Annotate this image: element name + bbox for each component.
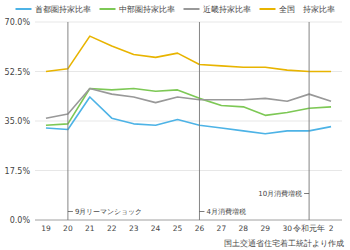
x-axis — [35, 220, 342, 221]
annotations: 9月リーマンショック 4月消費増税 10月消費増税 — [68, 22, 309, 220]
grid-line — [35, 170, 342, 171]
chart: 首都圏持家比率 中部圏持家比率 近畿持家比率 全国 持家比率 0.0% 17.5% 35.0… — [0, 0, 350, 250]
x-tick-label: 24 — [151, 224, 161, 233]
y-tick-label: 70.0% — [5, 18, 31, 27]
legend-label: 全国 持家比率 — [279, 5, 335, 14]
legend-label: 近畿持家比率 — [203, 5, 251, 14]
annotation-text: 10月消費増税 — [258, 189, 302, 198]
x-tick-label: 28 — [239, 224, 249, 233]
series-line — [46, 88, 331, 118]
x-tick-label: 21 — [85, 224, 95, 233]
series-line — [46, 97, 331, 134]
annotation-connector — [304, 193, 309, 194]
x-tick-label: 2 — [329, 224, 334, 233]
grid-line — [35, 220, 342, 221]
legend-item: 近畿持家比率 — [184, 5, 251, 14]
x-tick-label: 20 — [63, 224, 73, 233]
grid-line — [35, 22, 342, 23]
x-tick-label: 令和元年 — [293, 224, 325, 233]
annotation-text: 4月消費増税 — [206, 207, 245, 216]
x-tick-label: 27 — [217, 224, 227, 233]
y-tick-labels: 0.0% 17.5% 35.0% 52.5% 70.0% — [5, 18, 31, 225]
grid — [35, 22, 342, 220]
background — [0, 0, 350, 250]
annotation-line — [67, 22, 68, 220]
y-tick-label: 17.5% — [5, 167, 31, 176]
legend: 首都圏持家比率 中部圏持家比率 近畿持家比率 全国 持家比率 — [16, 5, 335, 14]
annotation-connector — [68, 211, 73, 212]
y-tick-label: 35.0% — [5, 117, 31, 126]
x-tick-label: 23 — [129, 224, 139, 233]
grid-line — [35, 121, 342, 122]
x-tick-label: 30 — [282, 224, 292, 233]
legend-swatch — [260, 8, 276, 10]
legend-label: 中部圏持家比率 — [119, 5, 175, 14]
annotation-connector — [199, 211, 204, 212]
legend-label: 首都圏持家比率 — [35, 5, 91, 14]
annotation-line — [309, 22, 310, 220]
x-tick-label: 25 — [173, 224, 183, 233]
legend-swatch — [16, 8, 32, 10]
x-tick-label: 26 — [195, 224, 205, 233]
legend-item: 中部圏持家比率 — [100, 5, 175, 14]
series-lines — [46, 36, 331, 134]
legend-swatch — [184, 8, 200, 10]
series-line — [46, 88, 331, 125]
annotation-text: 9月リーマンショック — [75, 208, 142, 216]
x-tick-labels: 19 20 21 22 23 24 25 26 27 28 29 30令和元年 2 — [41, 224, 333, 233]
x-tick-label: 22 — [107, 224, 117, 233]
footer: 国土交通省住宅着工統計より作成 — [224, 239, 344, 248]
y-tick-label: 52.5% — [5, 68, 31, 77]
annotation-line — [199, 22, 200, 220]
legend-item: 全国 持家比率 — [260, 5, 335, 14]
x-tick-label: 29 — [260, 224, 270, 233]
series-line — [46, 36, 331, 71]
y-tick-label: 0.0% — [10, 216, 31, 225]
legend-item: 首都圏持家比率 — [16, 5, 91, 14]
x-tick-label: 19 — [41, 224, 51, 233]
legend-swatch — [100, 8, 116, 10]
